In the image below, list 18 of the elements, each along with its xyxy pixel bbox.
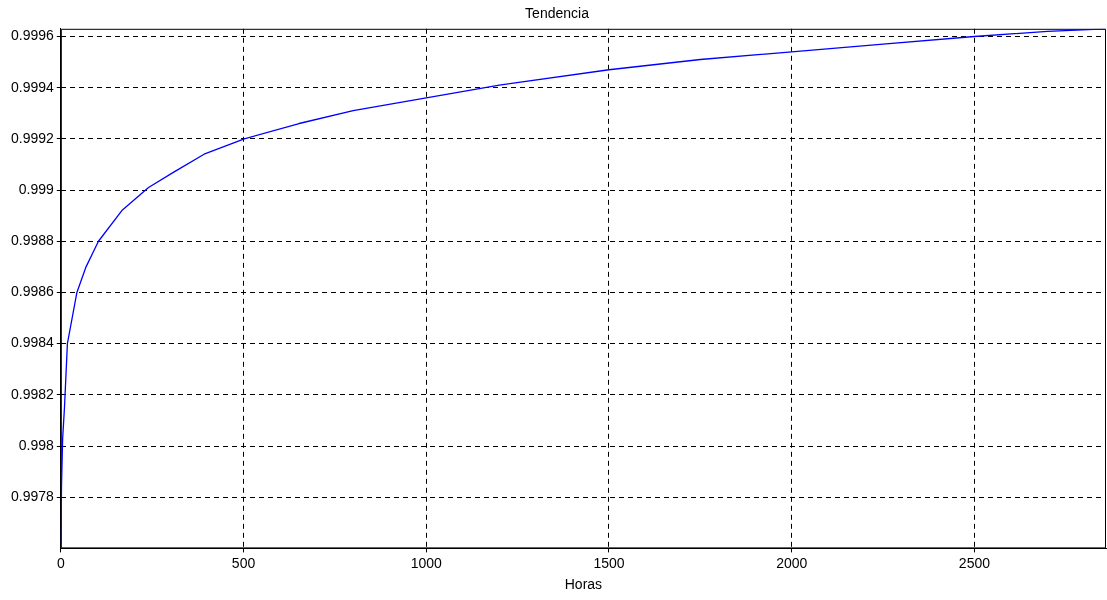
y-tick-label: 0.9994 [10, 78, 55, 95]
y-tick-label: 0.9986 [10, 283, 55, 300]
x-tick-label: 1000 [410, 554, 443, 571]
y-tick-label: 0.9982 [10, 385, 55, 402]
y-tick-label: 0.9992 [10, 129, 55, 146]
y-tick-label: 0.999 [18, 180, 55, 197]
x-tick-label: 2000 [776, 554, 808, 571]
x-tick-label: 2500 [958, 554, 991, 571]
y-tick-label: 0.9988 [10, 232, 55, 249]
y-tick-label: 0.9984 [10, 334, 55, 351]
x-tick-label: 0 [56, 554, 65, 571]
y-tick-label: 0.998 [18, 436, 55, 453]
x-tick-label: 1500 [593, 554, 625, 571]
x-axis-title: Horas [564, 576, 603, 593]
y-tick-label: 0.9996 [10, 27, 55, 44]
y-tick-label: 0.9978 [10, 488, 55, 505]
chart-title: Tendencia [525, 5, 590, 22]
x-tick-label: 500 [231, 554, 256, 571]
